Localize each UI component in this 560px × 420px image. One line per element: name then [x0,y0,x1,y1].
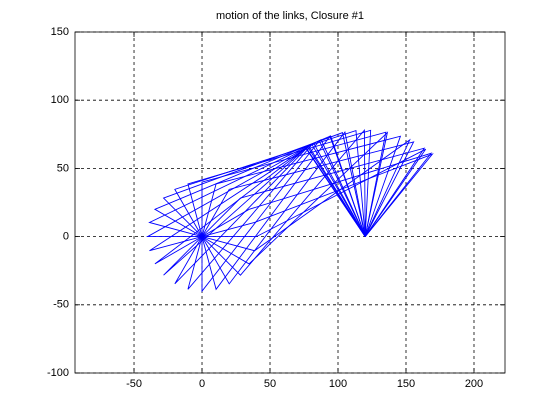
link-position [148,139,366,238]
y-tick-label: 150 [51,26,69,38]
link-position [201,131,366,285]
link-position [201,135,366,291]
link-position [201,147,426,237]
x-tick-label: 200 [465,378,483,390]
x-tick-label: 50 [264,378,276,390]
plot-area [74,31,506,374]
y-tick-label: 50 [57,162,69,174]
x-tick-label: 150 [397,378,415,390]
x-tick-label: 100 [329,378,347,390]
y-tick-label: -50 [53,299,69,311]
link-position [201,129,366,276]
link-position [201,135,402,237]
chart-title: motion of the links, Closure #1 [216,10,364,22]
link-position [201,131,389,265]
y-tick-label: 0 [63,231,69,243]
y-tick-label: -100 [47,367,69,379]
x-tick-label: 0 [199,378,205,390]
link-position [201,138,411,252]
link-position [174,130,366,237]
y-tick-label: 100 [51,94,69,106]
x-tick-label: -50 [126,378,142,390]
